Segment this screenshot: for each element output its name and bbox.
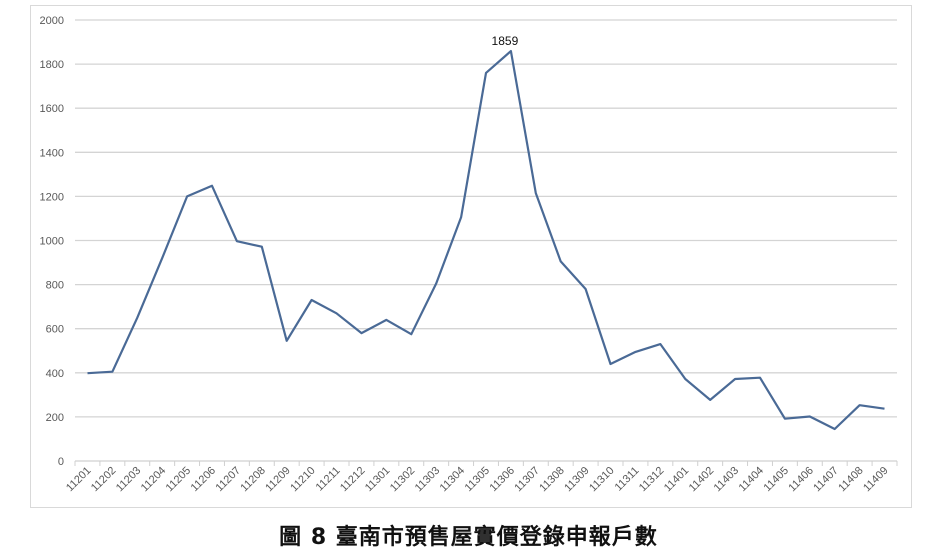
x-tick-label: 11309 [562,465,592,495]
x-tick-label: 11305 [463,465,493,495]
x-tick-label: 11404 [737,465,767,495]
x-tick-label: 11407 [811,465,841,495]
x-tick-label: 11211 [314,465,343,494]
x-tick-label: 11304 [438,465,468,495]
y-tick-label: 800 [46,280,64,292]
x-tick-label: 11306 [487,465,517,495]
x-tick-label: 11402 [687,465,717,495]
x-tick-label: 11301 [363,465,393,495]
x-tick-label: 11205 [164,465,194,495]
x-tick-label: 11307 [512,465,542,495]
x-tick-label: 11406 [786,465,816,495]
data-label: 1859 [492,34,519,48]
x-tick-label: 11311 [613,465,642,494]
x-tick-label: 11312 [637,465,667,495]
x-tick-label: 11209 [263,465,293,495]
y-tick-label: 0 [58,456,64,468]
x-tick-label: 11207 [213,465,243,495]
x-tick-label: 11203 [114,465,144,495]
figure-caption: 圖 8 臺南市預售屋實價登錄申報戶數 [279,525,658,550]
x-tick-label: 11403 [712,465,742,495]
x-tick-label: 11409 [861,465,891,495]
x-tick-label: 11310 [587,465,617,495]
y-tick-label: 200 [46,412,64,424]
x-tick-label: 11405 [761,465,791,495]
x-tick-label: 11212 [338,465,368,495]
y-tick-label: 1800 [40,59,64,71]
x-tick-label: 11208 [238,465,268,495]
y-tick-label: 2000 [40,15,64,27]
x-tick-label: 11303 [413,465,443,495]
x-tick-label: 11202 [89,465,119,495]
y-tick-label: 600 [46,324,64,336]
line-chart: 0 200 400 600 800 1000 1200 1400 1600 1800 2000 112… [40,15,898,495]
x-tick-label: 11401 [662,465,692,495]
x-tick-label: 11210 [288,465,318,495]
y-tick-label: 400 [46,368,64,380]
y-tick-label: 1400 [40,147,64,159]
x-tick-label: 11408 [836,465,866,495]
x-tick-label: 11206 [189,465,219,495]
x-tick-label: 11302 [388,465,418,495]
y-tick-label: 1000 [40,236,64,248]
y-tick-label: 1200 [40,191,64,203]
x-tick-label: 11201 [64,465,94,495]
chart-frame [30,5,912,508]
y-tick-label: 1600 [40,103,64,115]
data-line [87,49,885,431]
x-tick-label: 11204 [139,465,169,495]
x-tick-label: 11308 [537,465,567,495]
